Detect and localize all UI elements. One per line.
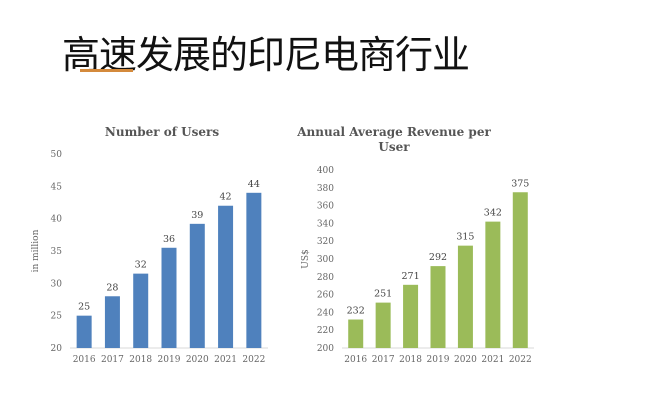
chart1-bar [104,296,120,348]
chart2-y-tick-label: 220 [317,326,334,336]
chart1-data-label: 39 [191,210,203,221]
chart2-data-label: 232 [347,306,365,317]
chart2-y-tick-label: 240 [317,308,334,318]
chart2-title: Annual Average Revenue per [296,125,491,139]
chart2-data-label: 375 [511,178,529,189]
chart1-bar [161,247,177,348]
chart1-x-tick-label: 2017 [101,355,124,365]
chart1-x-tick-label: 2021 [214,355,237,365]
chart1-bar [133,273,149,348]
chart2-y-tick-label: 380 [317,184,334,194]
chart2-bar [512,192,528,348]
chart1-x-tick-label: 2019 [158,355,181,365]
chart1-y-tick-label: 40 [51,215,63,225]
chart1-y-tick-label: 30 [51,279,63,289]
chart2-x-tick-label: 2021 [481,355,504,365]
chart2-y-tick-label: 200 [317,344,334,354]
chart2-bar [348,319,364,348]
chart2-y-axis-label: US$ [301,249,311,268]
chart2-y-tick-label: 260 [317,291,334,301]
chart1-data-label: 42 [220,192,232,203]
chart1-y-tick-label: 25 [51,312,63,322]
chart2-bar [485,221,501,348]
chart1-data-label: 25 [78,302,90,313]
chart1-bar [218,205,234,348]
chart2-x-tick-label: 2018 [399,355,422,365]
chart1-y-tick-label: 35 [51,247,63,257]
title-underline [80,69,133,72]
chart1-data-label: 28 [106,282,118,293]
chart2-x-tick-label: 2016 [344,355,367,365]
chart2-bar [403,284,419,348]
chart1-y-axis-label: in million [31,229,41,272]
chart2-x-tick-label: 2019 [427,355,450,365]
chart2-bar [430,266,446,348]
chart2-y-tick-label: 300 [317,255,334,265]
chart2-data-label: 271 [402,271,420,282]
chart1-x-tick-label: 2018 [129,355,152,365]
chart1-data-label: 36 [163,234,175,245]
chart2-x-tick-label: 2020 [454,355,477,365]
chart2-y-tick-label: 280 [317,273,334,283]
chart2-bar [375,302,391,348]
chart2-y-tick-label: 320 [317,237,334,247]
chart2-data-label: 342 [484,208,502,219]
chart1-bar [76,315,92,348]
chart2-data-label: 292 [429,252,447,263]
chart1-bar [189,223,205,348]
chart1-x-tick-label: 2016 [73,355,96,365]
chart2-data-label: 315 [456,232,474,243]
chart1-data-label: 44 [248,179,260,190]
chart1-y-tick-label: 20 [51,344,63,354]
chart2-title: User [378,140,410,154]
chart1-bar [246,192,262,348]
chart1-title: Number of Users [105,125,219,139]
chart1-x-tick-label: 2022 [242,355,265,365]
chart2-y-tick-label: 400 [317,166,334,176]
chart2-x-tick-label: 2017 [372,355,395,365]
chart2-y-tick-label: 360 [317,202,334,212]
chart1-x-tick-label: 2020 [186,355,209,365]
chart1-y-tick-label: 50 [51,150,63,160]
chart2-bar [457,245,473,348]
chart1-y-tick-label: 45 [51,182,63,192]
chart2-data-label: 251 [374,289,392,300]
chart2-x-tick-label: 2022 [509,355,532,365]
chart1-data-label: 32 [135,260,147,271]
chart2-y-tick-label: 340 [317,219,334,229]
